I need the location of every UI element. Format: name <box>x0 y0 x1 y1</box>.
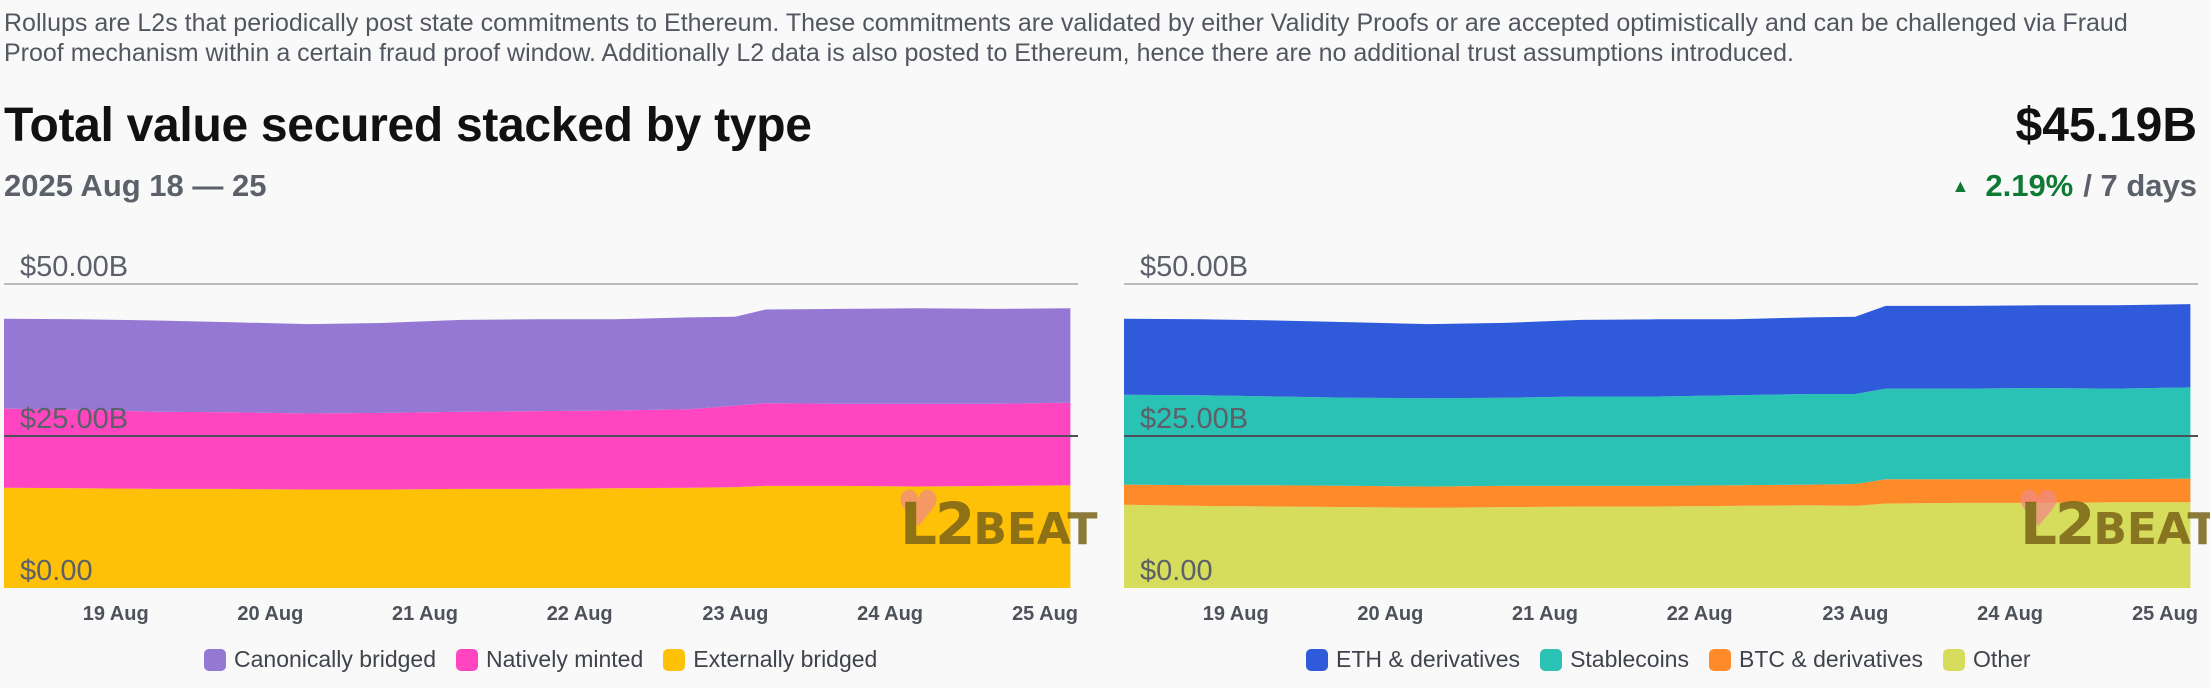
legend-bridge-type: Canonically bridged Natively minted Extern… <box>204 646 877 673</box>
heart-icon: ♥ <box>2016 480 2061 538</box>
legend-swatch <box>1306 648 1328 671</box>
logo-beat: BEAT <box>973 504 1098 555</box>
legend-label: Stablecoins <box>1570 646 1689 672</box>
x-tick-label: 23 Aug <box>702 603 768 625</box>
y-tick-label: $0.00 <box>1140 555 1213 587</box>
chart-by-asset-type[interactable]: $0.00 $25.00B $50.00B 19 Aug 20 Aug 21 Aug 22 … <box>1124 240 2210 625</box>
chart-by-bridge-type[interactable]: $0.00 $25.00B $50.00B 19 Aug 20 Aug 21 Aug 22 … <box>4 240 1098 625</box>
y-tick-label: $25.00B <box>1140 403 1248 435</box>
x-tick-label: 23 Aug <box>1822 603 1888 625</box>
heart-icon: ♥ <box>896 480 941 538</box>
area-eth-derivatives <box>1124 304 2191 399</box>
x-tick-label: 22 Aug <box>1667 603 1733 625</box>
legend-label: Other <box>1973 646 2031 672</box>
legend-label: Natively minted <box>486 646 644 672</box>
x-tick-label: 25 Aug <box>2132 603 2198 625</box>
y-tick-label: $25.00B <box>20 403 128 435</box>
x-tick-label: 25 Aug <box>1012 603 1078 625</box>
date-range: 2025 Aug 18 — 25 <box>4 168 267 203</box>
x-tick-label: 20 Aug <box>1357 603 1423 625</box>
total-value: $45.19B <box>2015 99 2197 152</box>
y-tick-label: $50.00B <box>1140 251 1248 283</box>
legend-item-stablecoins[interactable]: Stablecoins <box>1540 646 1689 673</box>
legend-item-other[interactable]: Other <box>1943 646 2031 673</box>
x-tick-label: 24 Aug <box>1977 603 2043 625</box>
legend-label: Canonically bridged <box>234 646 437 672</box>
chart-title: Total value secured stacked by type <box>4 99 812 152</box>
legend-label: ETH & derivatives <box>1336 646 1521 672</box>
legend-item-btc-derivatives[interactable]: BTC & derivatives <box>1708 646 1924 673</box>
x-tick-label: 20 Aug <box>237 603 303 625</box>
area-canonically-bridged <box>4 308 1071 414</box>
area-btc-derivatives <box>1124 478 2191 508</box>
logo-letter-l: L <box>2020 490 2057 558</box>
area-natively-minted <box>4 402 1071 490</box>
logo-digit-2: 2 <box>2054 490 2095 558</box>
l2beat-watermark-logo: ♥ L2BEAT <box>2016 480 2210 558</box>
y-tick-label: $50.00B <box>20 251 128 283</box>
x-tick-label: 24 Aug <box>857 603 923 625</box>
area-externally-bridged <box>4 485 1071 588</box>
logo-letter-l: L <box>900 490 937 558</box>
legend-swatch <box>204 648 226 671</box>
legend-swatch <box>456 648 479 671</box>
x-tick-label: 19 Aug <box>83 603 149 625</box>
legend-swatch <box>663 648 686 671</box>
logo-digit-2: 2 <box>934 490 975 558</box>
change-percent: 2.19% <box>1985 168 2074 203</box>
x-tick-label: 19 Aug <box>1203 603 1269 625</box>
legend-swatch <box>1540 648 1563 671</box>
l2beat-watermark-logo: ♥ L2BEAT <box>896 480 1098 558</box>
y-tick-label: $0.00 <box>20 555 93 587</box>
legend-swatch <box>1943 648 1966 671</box>
legend-item-eth-derivatives[interactable]: ETH & derivatives <box>1306 646 1520 673</box>
chart-svg: $0.00 $25.00B $50.00B 19 Aug 20 Aug 21 Aug 22 … <box>4 251 1078 625</box>
up-arrow-icon: ▲ <box>1951 175 1970 196</box>
legend-label: BTC & derivatives <box>1738 646 1924 672</box>
legend-item-natively-minted[interactable]: Natively minted <box>456 646 643 673</box>
legend-asset-type: ETH & derivatives Stablecoins BTC & deriva… <box>1306 646 2031 673</box>
legend-item-canonically-bridged[interactable]: Canonically bridged <box>204 646 436 673</box>
logo-beat: BEAT <box>2093 504 2210 555</box>
change-indicator: ▲ 2.19% / 7 days <box>1952 168 2197 204</box>
change-period: / 7 days <box>2083 168 2197 203</box>
area-other <box>1124 502 2191 588</box>
chart-svg: $0.00 $25.00B $50.00B 19 Aug 20 Aug 21 Aug 22 … <box>1124 251 2198 625</box>
x-tick-label: 22 Aug <box>547 603 613 625</box>
x-tick-label: 21 Aug <box>1512 603 1578 625</box>
legend-item-externally-bridged[interactable]: Externally bridged <box>663 646 877 673</box>
page-description: Rollups are L2s that periodically post s… <box>4 9 2128 67</box>
legend-label: Externally bridged <box>693 646 878 672</box>
x-tick-label: 21 Aug <box>392 603 458 625</box>
legend-swatch <box>1708 648 1731 671</box>
